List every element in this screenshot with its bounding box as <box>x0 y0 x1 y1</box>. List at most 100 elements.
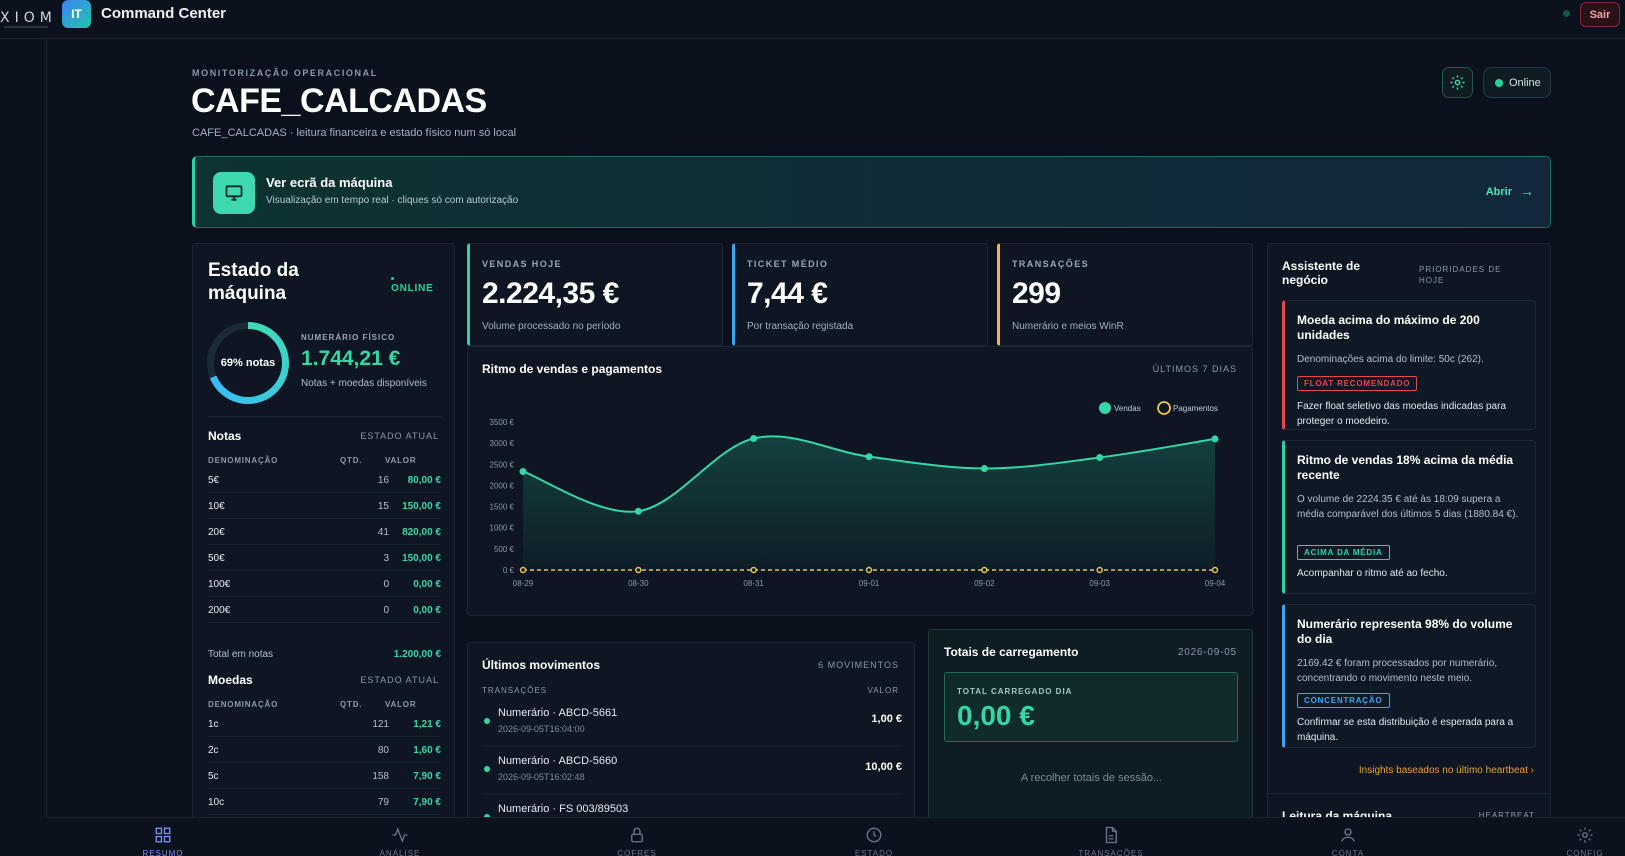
kpi-label: VENDAS HOJE <box>482 259 562 269</box>
brand-underline <box>4 26 48 28</box>
denomination: 5€ <box>208 475 220 486</box>
nav-label: ANÁLISE <box>379 849 421 856</box>
notes-title: Notas <box>208 429 242 443</box>
quantity: 41 <box>377 527 389 538</box>
kpi-value: 2.224,35 € <box>482 277 619 310</box>
x-tick-label: 08-31 <box>743 579 764 588</box>
sales-point <box>519 467 527 475</box>
denomination: 10€ <box>208 501 225 512</box>
col-qty: QTD. <box>340 700 363 709</box>
coins-title: Moedas <box>208 673 253 687</box>
chart-title: Ritmo de vendas e pagamentos <box>482 362 663 376</box>
totals-date: 2026-09-05 <box>1177 647 1237 658</box>
movement-row[interactable]: Numerário · ABCD-5661 2026-09-05T16:04:00… <box>482 699 902 747</box>
y-tick-label: 2500 € <box>490 460 515 469</box>
insight-body: Denominações acima do limite: 50c (262). <box>1297 354 1484 365</box>
grid-icon <box>155 827 171 843</box>
col-value: VALOR <box>385 456 417 465</box>
sales-area <box>523 436 1215 570</box>
payments-point <box>1096 566 1103 574</box>
daily-total-box: TOTAL CARREGADO DIA 0,00 € <box>944 672 1238 742</box>
value: 0,00 € <box>413 605 441 616</box>
daily-total-label: TOTAL CARREGADO DIA <box>957 687 1073 696</box>
nav-label: ESTADO <box>854 849 894 856</box>
business-assistant-panel: Assistente de negócio PRIORIDADES DE HOJ… <box>1267 243 1551 821</box>
nav-label: CONTA <box>1331 849 1365 856</box>
machine-status-dot <box>391 277 394 280</box>
x-tick-label: 09-03 <box>1089 579 1110 588</box>
quantity: 79 <box>377 797 389 808</box>
divider <box>208 416 441 417</box>
cash-subtitle: Notas + moedas disponíveis <box>301 378 427 389</box>
logout-button[interactable]: Sair <box>1580 2 1620 27</box>
payments-point <box>635 566 642 574</box>
payments-point <box>1211 566 1219 574</box>
machine-state-panel: Estado da máquina ONLINE 69% notas NUMER… <box>192 243 455 821</box>
open-screen-button[interactable]: Abrir <box>1485 186 1512 198</box>
quantity: 3 <box>383 553 389 564</box>
settings-button[interactable] <box>1442 67 1473 98</box>
table-row: 5c 158 7,90 € <box>208 763 441 789</box>
nav-item-estado[interactable]: ESTADO <box>824 818 924 856</box>
insight-title: Numerário representa 98% do volume do di… <box>1297 617 1513 646</box>
insight-action: Fazer float seletivo das moedas indicada… <box>1297 401 1507 427</box>
nav-item-conta[interactable]: CONTA <box>1298 818 1398 856</box>
payments-point <box>750 566 757 574</box>
y-tick-label: 2000 € <box>490 481 515 490</box>
banner-title: Ver ecrã da máquina <box>266 175 393 190</box>
x-tick-label: 09-02 <box>974 579 995 588</box>
machine-status: ONLINE <box>391 283 434 294</box>
value: 1,21 € <box>413 719 441 730</box>
activity-icon <box>392 827 408 843</box>
movement-value: 10,00 € <box>865 761 902 773</box>
quantity: 0 <box>383 605 389 616</box>
notes-ratio-ring: 69% notas <box>207 322 289 404</box>
sales-chart-panel: Ritmo de vendas e pagamentos ÚLTIMOS 7 D… <box>467 346 1253 616</box>
insight-card: Moeda acima do máximo de 200 unidades Den… <box>1282 300 1536 430</box>
coins-state: ESTADO ATUAL <box>360 675 439 685</box>
sales-chart: 3500 € 3000 € 2500 € 2000 € 1500 € 1000 € 500 … <box>490 401 1226 588</box>
arrow-right-icon: → <box>1520 183 1534 199</box>
quantity: 158 <box>372 771 389 782</box>
value: 820,00 € <box>402 527 441 538</box>
status-badge: Online <box>1483 67 1551 98</box>
status-label: Online <box>1509 76 1541 89</box>
nav-item-cofres[interactable]: COFRES <box>587 818 687 856</box>
payments-point <box>519 566 527 574</box>
nav-item-config[interactable]: CONFIG <box>1535 818 1625 856</box>
kpi-value: 299 <box>1012 277 1061 310</box>
app-badge: IT <box>62 0 91 28</box>
table-row: 100€ 0 0,00 € <box>208 571 441 597</box>
movement-dot <box>484 766 490 772</box>
kpi-transactions: TRANSAÇÕES 299 Numerário e meios WinR <box>997 243 1253 346</box>
x-tick-label: 08-30 <box>628 579 649 588</box>
insight-title: Ritmo de vendas 18% acima da média recen… <box>1297 453 1514 482</box>
document-icon <box>1105 826 1117 844</box>
y-tick-label: 3500 € <box>490 418 515 427</box>
top-bar: XIOM IT Command Center Sair <box>0 0 1625 39</box>
insight-body: 2169.42 € foram processados por numerári… <box>1297 658 1498 684</box>
machine-screen-banner[interactable]: Ver ecrã da máquina Visualização em temp… <box>192 156 1551 228</box>
sales-point <box>634 507 642 515</box>
denomination: 1c <box>208 719 219 730</box>
kpi-value: 7,44 € <box>747 277 828 310</box>
movement-timestamp: 2026-09-05T16:04:00 <box>498 724 585 734</box>
gear-icon <box>1450 75 1465 90</box>
insights-link[interactable]: Insights baseados no último heartbeat › <box>1358 765 1534 776</box>
load-totals-panel: Totais de carregamento 2026-09-05 TOTAL … <box>928 629 1253 822</box>
col-denomination: DENOMINAÇÃO <box>208 456 279 465</box>
value: 7,90 € <box>413 771 441 782</box>
nav-item-transações[interactable]: TRANSAÇÕES <box>1061 818 1161 856</box>
col-denomination: DENOMINAÇÃO <box>208 700 279 709</box>
legend-sales-label: Vendas <box>1114 404 1141 413</box>
movements-title: Últimos movimentos <box>482 658 601 672</box>
cash-label: NUMERÁRIO FÍSICO <box>301 333 396 342</box>
denomination: 50€ <box>208 553 225 564</box>
quantity: 16 <box>377 475 389 486</box>
quantity: 0 <box>383 579 389 590</box>
x-tick-label: 09-01 <box>859 579 880 588</box>
nav-item-análise[interactable]: ANÁLISE <box>350 818 450 856</box>
table-row: 1c 121 1,21 € <box>208 711 441 737</box>
movement-row[interactable]: Numerário · ABCD-5660 2026-09-05T16:02:48… <box>482 747 902 795</box>
nav-item-resumo[interactable]: RESUMO <box>113 818 213 856</box>
